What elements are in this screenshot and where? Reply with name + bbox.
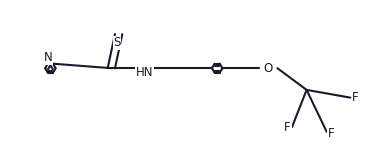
- Text: S: S: [113, 36, 120, 49]
- Text: HN: HN: [135, 66, 153, 79]
- Text: F: F: [352, 91, 359, 104]
- Text: F: F: [328, 127, 334, 140]
- Text: F: F: [284, 121, 291, 134]
- Text: N: N: [43, 51, 52, 64]
- Text: O: O: [264, 62, 273, 75]
